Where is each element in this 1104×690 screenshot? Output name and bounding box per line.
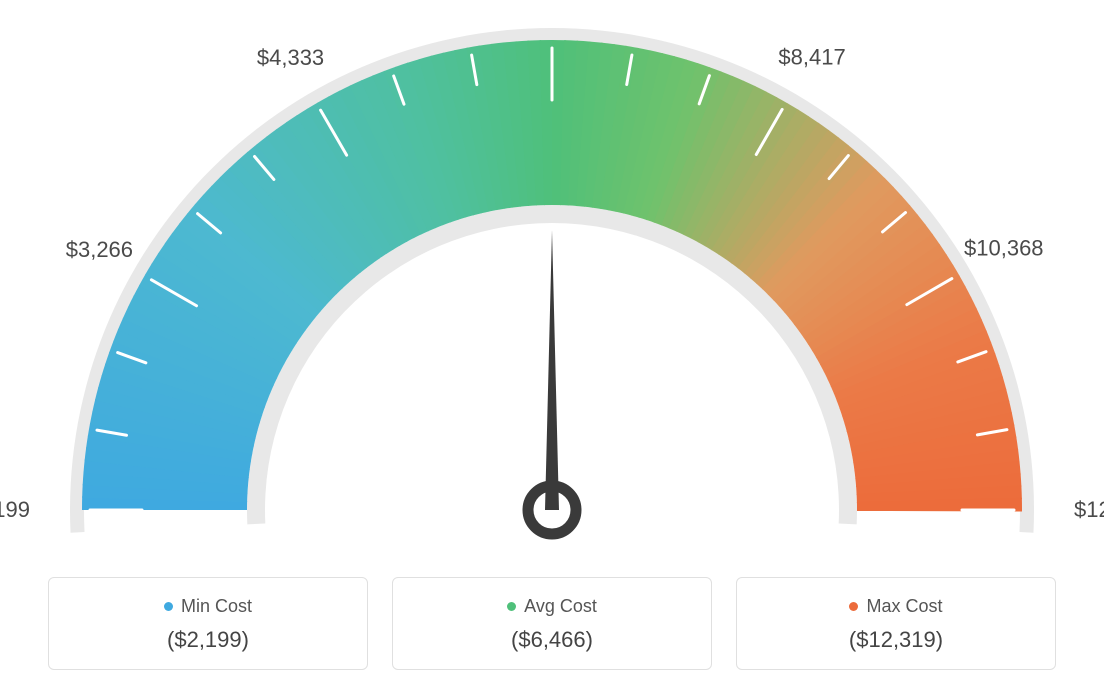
avg-cost-card: Avg Cost ($6,466) <box>392 577 712 670</box>
min-cost-dot <box>164 602 173 611</box>
avg-cost-label: Avg Cost <box>524 596 597 617</box>
svg-text:$3,266: $3,266 <box>66 237 133 262</box>
cost-gauge: $2,199$3,266$4,333$6,466$8,417$10,368$12… <box>0 10 1104 550</box>
max-cost-value: ($12,319) <box>749 627 1043 653</box>
avg-cost-value: ($6,466) <box>405 627 699 653</box>
min-cost-label: Min Cost <box>181 596 252 617</box>
svg-text:$4,333: $4,333 <box>257 45 324 70</box>
min-cost-value: ($2,199) <box>61 627 355 653</box>
svg-text:$12,319: $12,319 <box>1074 497 1104 522</box>
min-cost-card: Min Cost ($2,199) <box>48 577 368 670</box>
avg-cost-dot <box>507 602 516 611</box>
svg-text:$10,368: $10,368 <box>964 236 1044 261</box>
svg-text:$2,199: $2,199 <box>0 497 30 522</box>
cost-cards-row: Min Cost ($2,199) Avg Cost ($6,466) Max … <box>0 577 1104 670</box>
max-cost-label: Max Cost <box>866 596 942 617</box>
max-cost-card: Max Cost ($12,319) <box>736 577 1056 670</box>
max-cost-dot <box>849 602 858 611</box>
svg-text:$8,417: $8,417 <box>778 44 845 69</box>
